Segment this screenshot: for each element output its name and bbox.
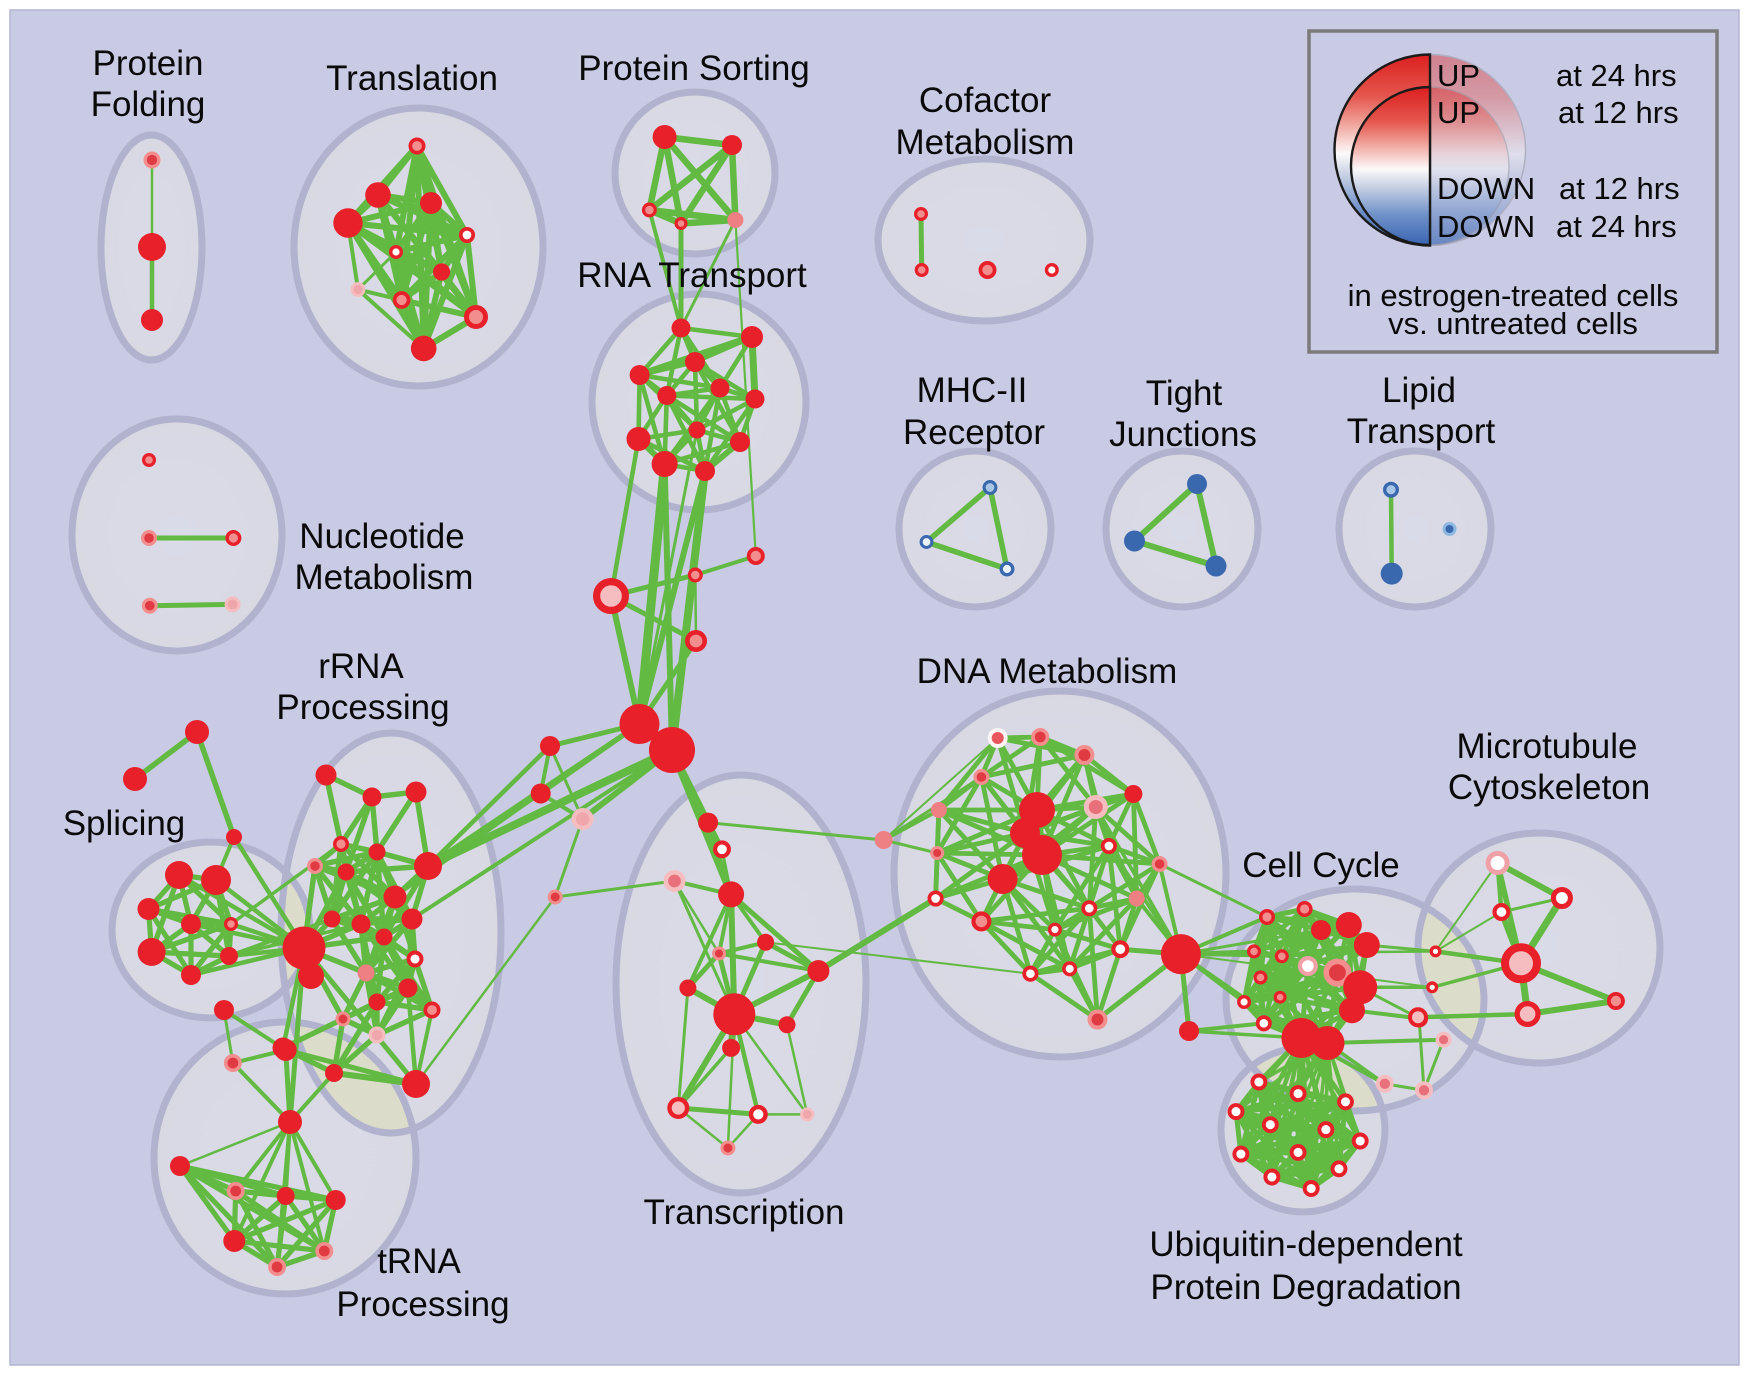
svg-text:UP: UP	[1437, 95, 1480, 130]
svg-text:Lipid: Lipid	[1382, 371, 1456, 410]
svg-text:Protein Degradation: Protein Degradation	[1150, 1268, 1461, 1307]
svg-text:Protein: Protein	[93, 44, 204, 83]
svg-text:vs. untreated cells: vs. untreated cells	[1388, 306, 1638, 341]
svg-text:DOWN: DOWN	[1437, 171, 1535, 206]
svg-text:Cytoskeleton: Cytoskeleton	[1448, 768, 1650, 807]
svg-text:at 12 hrs: at 12 hrs	[1559, 171, 1680, 206]
svg-text:Splicing: Splicing	[63, 804, 186, 843]
svg-text:DOWN: DOWN	[1437, 209, 1535, 244]
svg-text:Junctions: Junctions	[1109, 415, 1257, 454]
svg-text:Transport: Transport	[1347, 412, 1496, 451]
svg-text:Receptor: Receptor	[903, 413, 1045, 452]
svg-text:Metabolism: Metabolism	[896, 123, 1075, 162]
svg-text:Processing: Processing	[276, 688, 449, 727]
svg-text:Tight: Tight	[1146, 374, 1223, 413]
svg-text:DNA Metabolism: DNA Metabolism	[917, 652, 1178, 691]
svg-text:Cell Cycle: Cell Cycle	[1242, 846, 1400, 885]
svg-text:at 24 hrs: at 24 hrs	[1556, 209, 1677, 244]
svg-text:rRNA: rRNA	[318, 647, 404, 686]
svg-text:Transcription: Transcription	[644, 1193, 845, 1232]
svg-text:Ubiquitin-dependent: Ubiquitin-dependent	[1149, 1225, 1463, 1264]
svg-text:Metabolism: Metabolism	[295, 558, 474, 597]
svg-text:Translation: Translation	[326, 59, 498, 98]
svg-text:in estrogen-treated cells: in estrogen-treated cells	[1348, 278, 1679, 313]
svg-text:Cofactor: Cofactor	[919, 81, 1052, 120]
svg-text:RNA Transport: RNA Transport	[577, 256, 807, 295]
svg-text:MHC-II: MHC-II	[917, 371, 1028, 410]
svg-text:UP: UP	[1437, 58, 1480, 93]
svg-text:Protein Sorting: Protein Sorting	[578, 49, 810, 88]
svg-text:tRNA: tRNA	[377, 1242, 461, 1281]
svg-text:Microtubule: Microtubule	[1457, 727, 1638, 766]
svg-text:at 12 hrs: at 12 hrs	[1558, 95, 1679, 130]
svg-text:at 24 hrs: at 24 hrs	[1556, 58, 1677, 93]
svg-text:Processing: Processing	[336, 1285, 509, 1324]
svg-text:Folding: Folding	[91, 85, 206, 124]
svg-text:Nucleotide: Nucleotide	[299, 517, 464, 556]
